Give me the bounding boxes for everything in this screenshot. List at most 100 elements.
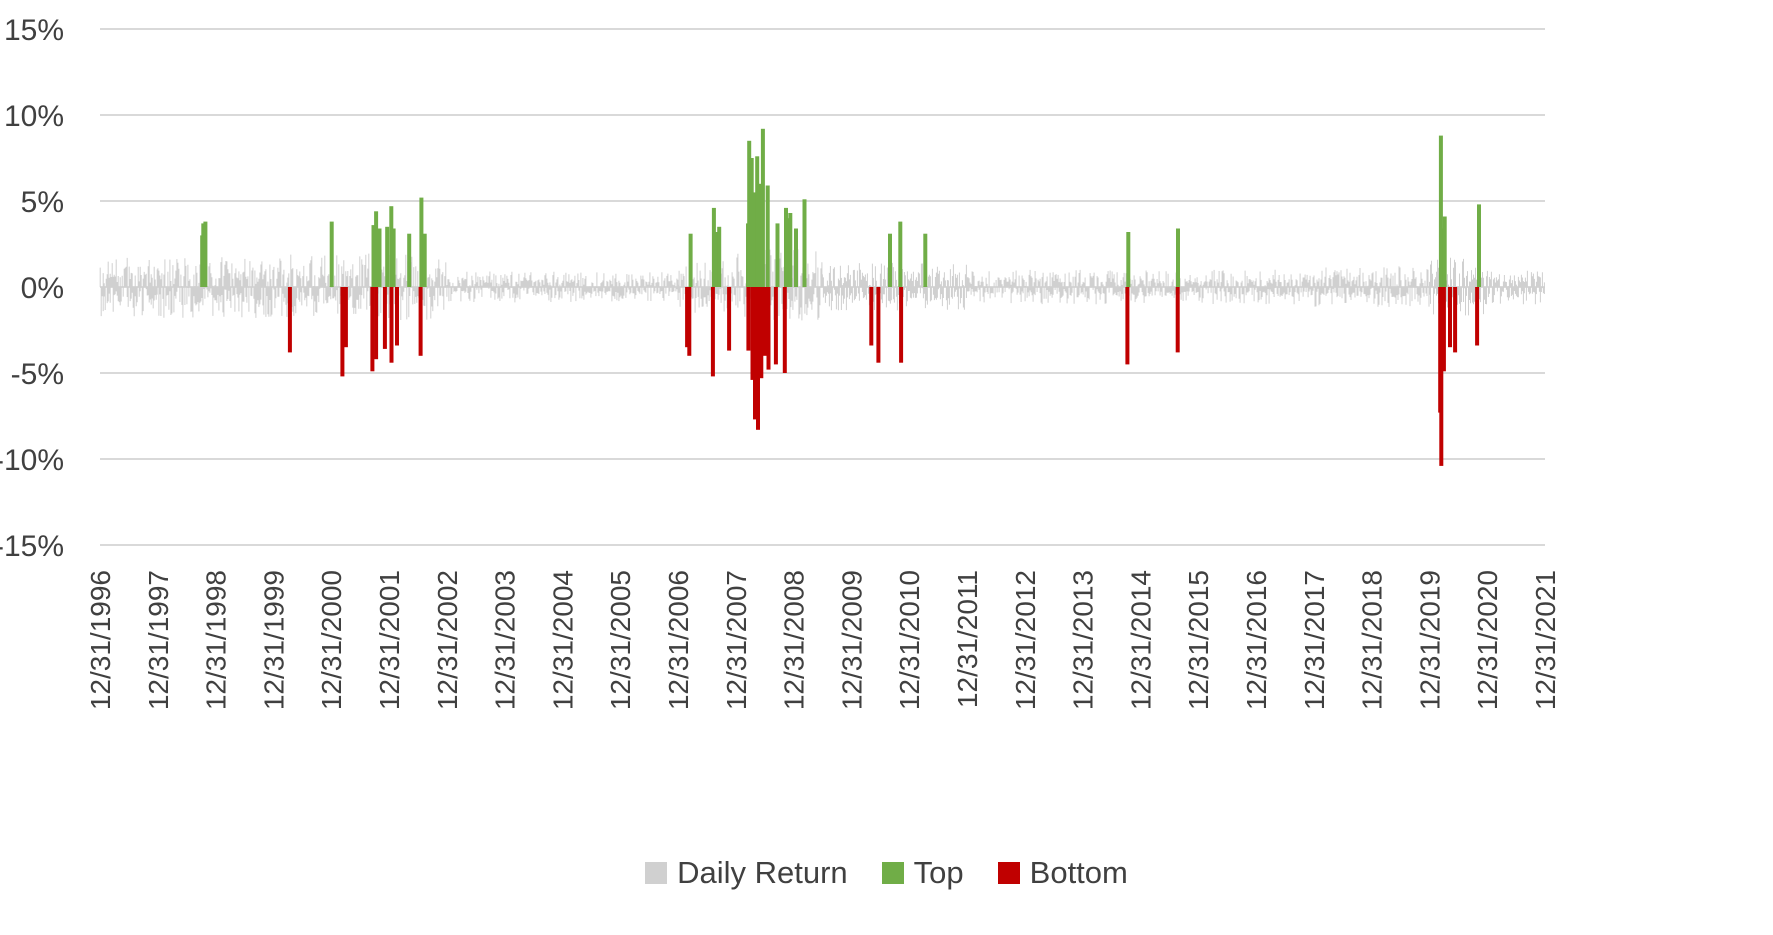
legend-item-daily-return: Daily Return	[645, 855, 848, 891]
x-tick-label: 12/31/1997	[143, 570, 174, 710]
bottom-bar	[370, 287, 375, 372]
bottom-bar	[727, 287, 732, 351]
top-bar	[711, 207, 716, 287]
y-tick-label: 10%	[4, 100, 64, 133]
top-bar	[749, 158, 754, 287]
bottom-bar	[287, 287, 292, 353]
legend-label-daily-return: Daily Return	[677, 855, 848, 890]
bottom-bar	[766, 287, 771, 370]
daily-return-segment	[157, 257, 288, 318]
top-bar	[788, 213, 793, 287]
top-bar	[760, 128, 765, 287]
y-tick-label: -15%	[0, 530, 64, 563]
top-bar	[201, 223, 206, 287]
x-tick-label: 12/31/2008	[779, 570, 810, 710]
x-tick-label: 12/31/2017	[1299, 570, 1330, 710]
legend-swatch-top	[881, 862, 904, 884]
x-axis: 12/31/1996 12/31/1997 12/31/1998 12/31/1999…	[85, 570, 1561, 710]
top-bar	[747, 140, 752, 287]
bottom-bar	[1453, 287, 1458, 353]
bottom-bar	[750, 287, 755, 380]
bottom-bar	[374, 287, 379, 360]
x-tick-label: 12/31/2006	[663, 570, 694, 710]
bottom-bar	[710, 287, 715, 377]
bottom-bar	[876, 287, 881, 363]
x-tick-label: 12/31/2016	[1241, 570, 1272, 710]
x-tick-label: 12/31/1998	[201, 570, 232, 710]
top-bar	[1176, 228, 1180, 287]
top-bar	[1126, 232, 1131, 287]
legend-swatch-bottom	[997, 862, 1020, 884]
top-bar	[329, 221, 334, 287]
x-tick-label: 12/31/2001	[374, 570, 405, 710]
x-tick-label: 12/31/2004	[547, 570, 578, 710]
legend: Daily Return Top Bottom	[0, 855, 1773, 891]
top-bar	[374, 211, 379, 287]
top-bar	[1440, 228, 1445, 287]
bottom-series	[287, 287, 1480, 466]
top-series	[200, 128, 1481, 287]
y-tick-label: 5%	[21, 186, 64, 219]
top-bar	[407, 233, 412, 287]
y-tick-label: -10%	[0, 444, 64, 477]
x-tick-label: 12/31/2013	[1068, 570, 1099, 710]
top-bar	[758, 183, 763, 287]
x-tick-label: 12/31/2000	[316, 570, 347, 710]
x-tick-label: 12/31/1996	[85, 570, 116, 710]
top-bar	[785, 218, 790, 287]
bottom-bar	[340, 287, 345, 377]
bottom-bar	[869, 287, 874, 346]
bottom-bar	[389, 287, 394, 363]
top-bar	[377, 228, 382, 287]
bottom-bar	[418, 287, 423, 356]
legend-item-top: Top	[881, 855, 964, 891]
top-bar	[898, 221, 903, 287]
x-tick-label: 12/31/2020	[1472, 570, 1503, 710]
bottom-bar	[1175, 287, 1180, 353]
top-bar	[755, 156, 760, 287]
y-axis: 15% 10% 5% 0% -5% -10% -15%	[0, 14, 64, 563]
legend-swatch-daily-return	[645, 862, 668, 884]
y-tick-label: -5%	[11, 358, 64, 391]
top-bar	[389, 206, 394, 287]
bottom-bar	[756, 287, 760, 430]
top-bar	[391, 228, 396, 287]
top-bar	[775, 223, 780, 287]
top-bar	[717, 226, 722, 287]
x-tick-label: 12/31/2019	[1414, 570, 1445, 710]
top-bar	[888, 233, 892, 287]
daily-return-segment	[966, 269, 1314, 305]
x-tick-label: 12/31/2010	[894, 570, 925, 710]
top-bar	[1442, 216, 1447, 287]
bottom-bar	[382, 287, 387, 349]
top-bar	[794, 228, 798, 287]
bottom-bar	[343, 287, 348, 348]
x-tick-label: 12/31/1999	[258, 570, 289, 710]
top-bar	[923, 233, 928, 287]
x-tick-label: 12/31/2005	[605, 570, 636, 710]
x-tick-label: 12/31/2007	[721, 570, 752, 710]
bottom-bar	[899, 287, 904, 363]
bottom-bar	[1448, 287, 1452, 348]
daily-return-segment	[1486, 270, 1545, 305]
legend-label-bottom: Bottom	[1029, 855, 1128, 890]
daily-return-segment	[446, 271, 679, 303]
top-bar	[688, 233, 693, 287]
x-tick-label: 12/31/2021	[1530, 570, 1561, 710]
top-bar	[1477, 204, 1481, 287]
top-bar	[203, 221, 208, 287]
daily-return-segment	[99, 257, 158, 317]
bottom-bar	[759, 287, 764, 379]
y-tick-label: 0%	[21, 272, 64, 305]
bottom-bar	[1441, 287, 1446, 372]
legend-label-top: Top	[913, 855, 964, 890]
x-tick-label: 12/31/2002	[432, 570, 463, 710]
bottom-bar	[395, 287, 399, 346]
top-bar	[422, 233, 427, 287]
bottom-bar	[773, 287, 778, 365]
top-bar	[371, 225, 376, 287]
top-bar	[765, 185, 770, 287]
top-bar	[802, 199, 807, 287]
bottom-bar	[1439, 287, 1444, 466]
